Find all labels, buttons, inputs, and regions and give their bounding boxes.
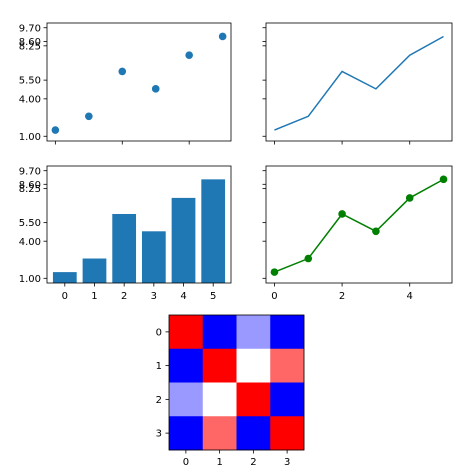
heatmap-cell bbox=[202, 348, 237, 383]
bar bbox=[171, 197, 196, 283]
x-tick-label: 3 bbox=[284, 457, 290, 468]
data-point bbox=[270, 268, 279, 276]
heatmap-cell bbox=[236, 315, 271, 350]
y-tick-label: 9.70 bbox=[19, 166, 41, 177]
y-tick-label: 0 bbox=[156, 327, 162, 338]
y-tick-label: 5.50 bbox=[19, 76, 41, 87]
y-tick-label: 3 bbox=[156, 429, 162, 440]
x-tick-label: 2 bbox=[121, 291, 127, 302]
data-point bbox=[372, 227, 380, 236]
x-tick-label: 1 bbox=[91, 291, 97, 302]
x-tick-label: 4 bbox=[407, 291, 413, 302]
x-tick-label: 4 bbox=[180, 291, 186, 302]
bar bbox=[201, 179, 226, 283]
x-tick-label: 1 bbox=[216, 457, 222, 468]
marker-line-panel: 0 2 4 bbox=[262, 165, 453, 302]
heatmap-cell bbox=[202, 315, 237, 350]
x-tick-label: 0 bbox=[271, 291, 277, 302]
data-point bbox=[304, 254, 313, 263]
x-tick-label: 3 bbox=[151, 291, 157, 302]
y-tick-label: 5.50 bbox=[19, 218, 41, 229]
bar bbox=[52, 272, 77, 283]
x-tick-label: 0 bbox=[183, 457, 189, 468]
data-point bbox=[118, 67, 127, 76]
heatmap-cell bbox=[270, 382, 305, 417]
data-point bbox=[218, 32, 227, 41]
scatter-panel: 1.00 4.00 5.50 8.258.60 9.70 bbox=[19, 22, 232, 145]
y-tick-label: 9.70 bbox=[19, 23, 41, 34]
data-point bbox=[85, 112, 93, 121]
data-point bbox=[405, 194, 414, 202]
heatmap-cell bbox=[169, 315, 204, 350]
x-tick-label: 2 bbox=[250, 457, 256, 468]
bar bbox=[112, 213, 137, 283]
y-tick-label: 8.60 bbox=[19, 37, 41, 48]
y-tick-label: 1 bbox=[156, 361, 162, 372]
heatmap-cell bbox=[169, 348, 204, 383]
y-tick-label: 8.25 bbox=[19, 184, 41, 195]
heatmap-cell bbox=[236, 348, 271, 383]
y-tick-label: 1.00 bbox=[19, 132, 41, 143]
y-tick-label: 1.00 bbox=[19, 274, 41, 285]
data-point bbox=[439, 175, 448, 184]
heatmap-cell bbox=[169, 382, 204, 417]
y-tick-label: 2 bbox=[156, 395, 162, 406]
axes-frame bbox=[265, 22, 453, 142]
series-line bbox=[274, 35, 444, 131]
heatmap-cell bbox=[270, 315, 305, 350]
bar bbox=[82, 258, 107, 283]
line-panel bbox=[262, 22, 453, 145]
heatmap-cell bbox=[236, 416, 271, 451]
heatmap-cell bbox=[270, 348, 305, 383]
axes-frame bbox=[46, 165, 232, 284]
axes-frame bbox=[46, 22, 232, 142]
heatmap-cell bbox=[202, 382, 237, 417]
data-point bbox=[51, 126, 60, 134]
y-tick-label: 4.00 bbox=[19, 94, 41, 105]
y-tick-label: 8.25 bbox=[19, 41, 41, 52]
y-tick-label: 8.60 bbox=[19, 180, 41, 191]
y-tick-label: 4.00 bbox=[19, 237, 41, 248]
series-line bbox=[274, 178, 444, 273]
axes-frame bbox=[168, 314, 305, 451]
axes-frame bbox=[265, 165, 453, 284]
data-point bbox=[185, 51, 193, 59]
bar bbox=[141, 231, 166, 283]
heatmap-cell bbox=[169, 416, 204, 451]
heatmap-panel: 0 1 2 3 0 1 2 3 bbox=[156, 314, 305, 468]
heatmap-cell bbox=[270, 416, 305, 451]
heatmap-cell bbox=[202, 416, 237, 451]
data-point bbox=[151, 85, 160, 93]
bar-panel: 1.00 4.00 5.50 8.258.60 9.70 0 1 2 3 4 5 bbox=[19, 165, 232, 302]
x-tick-label: 5 bbox=[210, 291, 216, 302]
x-tick-label: 0 bbox=[62, 291, 68, 302]
x-tick-label: 2 bbox=[339, 291, 345, 302]
heatmap-cell bbox=[236, 382, 271, 417]
data-point bbox=[338, 210, 346, 218]
